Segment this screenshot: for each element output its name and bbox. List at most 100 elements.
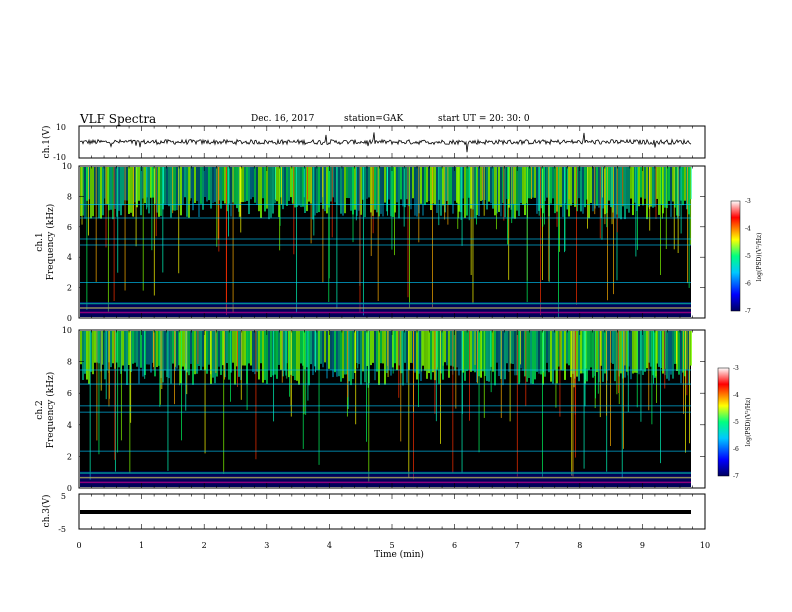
spectrogram-cell	[86, 331, 88, 380]
spectrogram-cell	[566, 167, 568, 210]
spectrogram-cell	[436, 167, 438, 213]
spectrogram-cell	[682, 167, 684, 206]
spectrogram-cell	[422, 167, 424, 216]
spectrogram-cell	[110, 331, 112, 368]
spectrogram-cell	[416, 167, 418, 217]
spectrogram-cell	[200, 167, 202, 204]
spectrogram-cell	[242, 331, 244, 366]
spectrogram-cell	[308, 331, 310, 386]
spectrogram-cell	[288, 331, 290, 378]
spectrogram-cell	[524, 331, 526, 377]
spectrogram-cell	[440, 331, 442, 374]
spectrogram-cell	[204, 167, 206, 198]
spectrogram-cell	[154, 331, 156, 377]
spectrogram-cell	[338, 167, 340, 206]
spectrogram-cell	[324, 331, 326, 363]
spectrogram-cell	[414, 167, 416, 216]
spectrogram-cell	[338, 331, 340, 377]
spectrogram-cell	[128, 167, 130, 214]
spectrogram-cell	[134, 167, 136, 203]
spectrogram-cell	[130, 167, 132, 213]
spectrogram-cell	[176, 331, 178, 369]
low-frequency-band	[80, 471, 691, 487]
spectrogram-cell	[256, 331, 258, 372]
spectrogram-cell	[354, 331, 356, 374]
spectrogram-cell	[378, 167, 380, 217]
spectrogram-cell	[634, 167, 636, 203]
y-tick-label: 8	[67, 358, 72, 367]
spectrogram-cell	[650, 167, 652, 207]
spectrogram-cell	[212, 167, 214, 204]
spectrogram-cell	[102, 167, 104, 216]
ch1-colorbar-label: log(PSD)(V²/Hz)	[756, 233, 763, 282]
spectrogram-cell	[208, 331, 210, 365]
spectrogram-cell	[354, 167, 356, 210]
spectrogram-cell	[134, 331, 136, 363]
spectrogram-cell	[356, 331, 358, 363]
spectrogram-cell	[588, 331, 590, 370]
spectrogram-cell	[424, 167, 426, 206]
spectrogram-cell	[104, 331, 106, 380]
spectrogram-cell	[328, 331, 330, 369]
spectrogram-cell	[274, 167, 276, 204]
spectrogram-cell	[556, 331, 558, 384]
spectrogram-cell	[674, 331, 676, 364]
spectrogram-cell	[410, 331, 412, 363]
spectrogram-cell	[610, 331, 612, 363]
spectrogram-cell	[234, 331, 236, 385]
spectrogram-cell	[618, 167, 620, 218]
spectrogram-cell	[208, 167, 210, 201]
spectrogram-cell	[636, 167, 638, 211]
spectrogram-cell	[454, 167, 456, 201]
spectrogram-cell	[626, 331, 628, 372]
spectrogram-cell	[652, 167, 654, 208]
spectrogram-cell	[418, 331, 420, 374]
ch1-spec-ylabel: ch.1	[35, 232, 45, 251]
spectrogram-cell	[358, 167, 360, 211]
spectrogram-cell	[82, 331, 84, 380]
spectrogram-cell	[300, 331, 302, 364]
date-label: Dec. 16, 2017	[251, 114, 315, 124]
colorbar-tick-label: -6	[733, 446, 739, 453]
spectrogram-cell	[532, 167, 534, 198]
spectrogram-cell	[490, 167, 492, 204]
spectrogram-cell	[148, 167, 150, 214]
spectrogram-cell	[262, 331, 264, 383]
spectrogram-cell	[474, 167, 476, 219]
spectrogram-cell	[350, 167, 352, 211]
colorbar-tick-label: -4	[733, 392, 739, 399]
spectrogram-cell	[382, 167, 384, 217]
spectrogram-cell	[524, 167, 526, 216]
spectrogram-cell	[96, 167, 98, 205]
spectrogram-cell	[180, 167, 182, 216]
spectrogram-cell	[554, 331, 556, 370]
spectrogram-cell	[570, 331, 572, 378]
spectrogram-cell	[352, 331, 354, 380]
spectrogram-cell	[620, 331, 622, 374]
spectrogram-cell	[642, 331, 644, 375]
spectrogram-cell	[268, 167, 270, 220]
spectrogram-cell	[150, 167, 152, 198]
spectrogram-cell	[158, 331, 160, 366]
x-axis-label: Time (min)	[374, 549, 424, 560]
colorbar-tick-label: -3	[745, 198, 751, 205]
spectrogram-cell	[156, 331, 158, 368]
spectrogram-cell	[602, 331, 604, 382]
spectrogram-cell	[180, 331, 182, 384]
spectrogram-cell	[370, 331, 372, 366]
spectrogram-cell	[334, 167, 336, 203]
spectrogram-cell	[560, 331, 562, 371]
spectrogram-cell	[630, 167, 632, 199]
spectrogram-cell	[396, 167, 398, 203]
spectrogram-cell	[414, 331, 416, 373]
spectrogram-cell	[314, 167, 316, 216]
spectrogram-cell	[478, 167, 480, 217]
spectrogram-cell	[586, 331, 588, 382]
spectrogram-cell	[456, 167, 458, 203]
spectrogram-cell	[648, 167, 650, 208]
spectrogram-cell	[476, 167, 478, 216]
spectrogram-cell	[420, 167, 422, 204]
spectrogram-cell	[300, 167, 302, 208]
spectrogram-cell	[192, 331, 194, 385]
spectrogram-cell	[388, 331, 390, 370]
